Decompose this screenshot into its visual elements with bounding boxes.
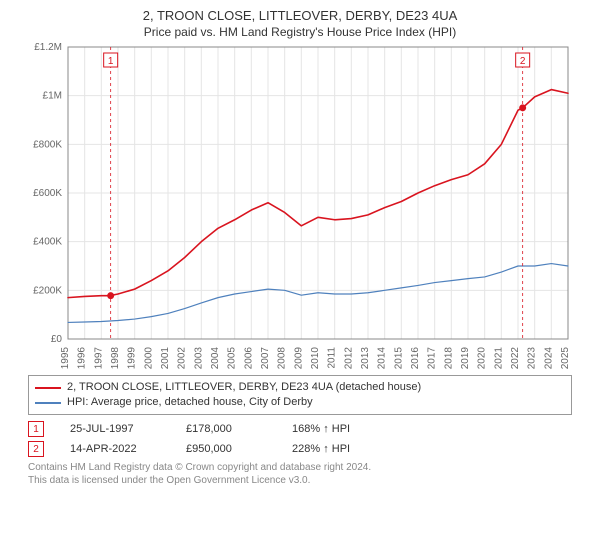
svg-text:2020: 2020 (477, 347, 488, 370)
svg-text:1997: 1997 (93, 347, 104, 370)
svg-text:2001: 2001 (160, 347, 171, 370)
legend-swatch (35, 387, 61, 389)
svg-text:2013: 2013 (360, 347, 371, 370)
legend: 2, TROON CLOSE, LITTLEOVER, DERBY, DE23 … (28, 375, 572, 415)
svg-text:£0: £0 (51, 334, 63, 345)
legend-label: HPI: Average price, detached house, City… (67, 395, 313, 410)
svg-text:2012: 2012 (343, 347, 354, 370)
svg-text:2011: 2011 (327, 347, 338, 369)
sale-row: 2 14-APR-2022 £950,000 228% ↑ HPI (28, 439, 572, 459)
legend-label: 2, TROON CLOSE, LITTLEOVER, DERBY, DE23 … (67, 380, 421, 395)
svg-text:£400K: £400K (33, 237, 62, 248)
svg-text:1996: 1996 (77, 347, 88, 370)
svg-text:2: 2 (520, 56, 526, 67)
svg-text:2021: 2021 (493, 347, 504, 370)
svg-text:£600K: £600K (33, 188, 62, 199)
sale-marker: 2 (28, 441, 44, 457)
svg-text:2016: 2016 (410, 347, 421, 370)
sale-price: £178,000 (186, 423, 266, 435)
svg-text:2002: 2002 (177, 347, 188, 370)
footer-attribution: Contains HM Land Registry data © Crown c… (28, 461, 572, 487)
svg-text:2003: 2003 (193, 347, 204, 370)
svg-text:2019: 2019 (460, 347, 471, 370)
svg-text:2005: 2005 (227, 347, 238, 370)
legend-item: HPI: Average price, detached house, City… (35, 395, 565, 410)
sales-table: 1 25-JUL-1997 £178,000 168% ↑ HPI 2 14-APR-20… (28, 419, 572, 459)
svg-text:£1M: £1M (43, 91, 62, 102)
price-chart: £0 £200K £400K £600K £800K £1M £1.2M 1995 1996 19… (20, 43, 580, 373)
svg-text:£800K: £800K (33, 139, 62, 150)
svg-text:2017: 2017 (427, 347, 438, 370)
svg-text:2015: 2015 (393, 347, 404, 370)
svg-text:2018: 2018 (443, 347, 454, 370)
legend-swatch (35, 402, 61, 404)
svg-text:2024: 2024 (543, 347, 554, 370)
sale-date: 14-APR-2022 (70, 443, 160, 455)
svg-text:2000: 2000 (143, 347, 154, 370)
svg-text:2004: 2004 (210, 347, 221, 370)
svg-text:2006: 2006 (243, 347, 254, 370)
legend-item: 2, TROON CLOSE, LITTLEOVER, DERBY, DE23 … (35, 380, 565, 395)
svg-text:£200K: £200K (33, 285, 62, 296)
footer-line-2: This data is licensed under the Open Gov… (28, 474, 572, 487)
svg-text:2009: 2009 (293, 347, 304, 370)
svg-text:2023: 2023 (527, 347, 538, 370)
chart-subtitle: Price paid vs. HM Land Registry's House … (0, 25, 600, 39)
sale-hpi: 168% ↑ HPI (292, 423, 402, 435)
svg-text:2008: 2008 (277, 347, 288, 370)
svg-text:£1.2M: £1.2M (34, 43, 62, 53)
sale-row: 1 25-JUL-1997 £178,000 168% ↑ HPI (28, 419, 572, 439)
sale-hpi: 228% ↑ HPI (292, 443, 402, 455)
chart-title: 2, TROON CLOSE, LITTLEOVER, DERBY, DE23 … (0, 8, 600, 23)
svg-text:1995: 1995 (60, 347, 71, 370)
svg-text:1999: 1999 (127, 347, 138, 370)
svg-text:2010: 2010 (310, 347, 321, 370)
svg-text:1998: 1998 (110, 347, 121, 370)
sale-date: 25-JUL-1997 (70, 423, 160, 435)
svg-text:2022: 2022 (510, 347, 521, 370)
footer-line-1: Contains HM Land Registry data © Crown c… (28, 461, 572, 474)
svg-text:2025: 2025 (560, 347, 571, 370)
sale-price: £950,000 (186, 443, 266, 455)
svg-text:2014: 2014 (377, 347, 388, 370)
sale-marker: 1 (28, 421, 44, 437)
svg-text:2007: 2007 (260, 347, 271, 370)
svg-text:1: 1 (108, 56, 114, 67)
